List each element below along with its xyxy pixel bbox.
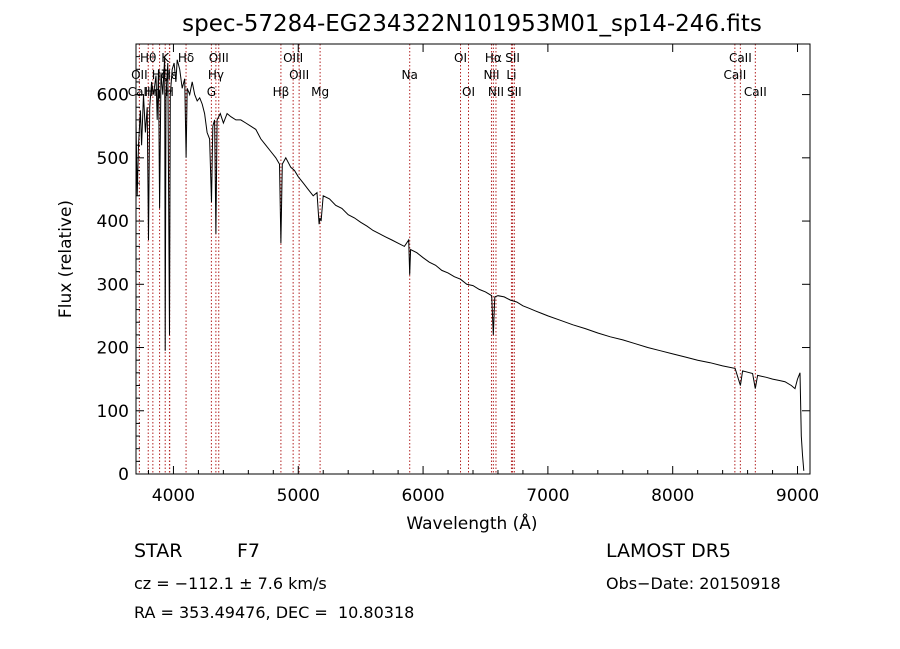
line-marker-label: OIII bbox=[289, 68, 309, 82]
line-marker-label: G bbox=[207, 85, 216, 99]
line-marker-label: Hγ bbox=[208, 68, 224, 82]
line-marker-label: H bbox=[165, 85, 174, 99]
x-tick-label: 7000 bbox=[526, 486, 569, 506]
survey-name: LAMOST DR5 bbox=[606, 540, 731, 562]
coordinates: RA = 353.49476, DEC = 10.80318 bbox=[134, 603, 415, 622]
line-marker-label: CaII bbox=[729, 51, 752, 65]
line-marker-label: K bbox=[161, 51, 170, 65]
x-tick-label: 9000 bbox=[776, 486, 819, 506]
line-marker-label: CaII bbox=[723, 68, 746, 82]
spectrum-line bbox=[135, 56, 805, 471]
line-marker-label: SII bbox=[505, 51, 520, 65]
line-marker-label: NII bbox=[483, 68, 499, 82]
x-tick-label: 5000 bbox=[277, 486, 320, 506]
emission-line-markers bbox=[138, 44, 756, 474]
redshift-velocity: cz = −112.1 ± 7.6 km/s bbox=[134, 574, 327, 593]
x-axis-label: Wavelength (Å) bbox=[406, 512, 537, 534]
line-marker-label: CaII bbox=[128, 85, 151, 99]
line-marker-label: OI bbox=[454, 51, 467, 65]
x-tick-label: 6000 bbox=[401, 486, 444, 506]
y-axis-label: Flux (relative) bbox=[56, 200, 76, 318]
line-marker-label: Mg bbox=[311, 85, 329, 99]
y-tick-label: 300 bbox=[97, 275, 129, 295]
object-subclass: F7 bbox=[237, 540, 261, 562]
x-tick-label: 8000 bbox=[651, 486, 694, 506]
y-tick-label: 0 bbox=[118, 465, 129, 485]
x-tick-label: 4000 bbox=[152, 486, 195, 506]
line-marker-label: Na bbox=[402, 68, 418, 82]
y-tick-label: 500 bbox=[97, 149, 129, 169]
y-tick-label: 400 bbox=[97, 212, 129, 232]
line-marker-label: Hθ bbox=[140, 51, 156, 65]
y-tick-label: 100 bbox=[97, 402, 129, 422]
line-marker-label: NII bbox=[488, 85, 504, 99]
observation-date: Obs−Date: 20150918 bbox=[606, 574, 781, 593]
line-marker-label: OIII bbox=[209, 51, 229, 65]
line-marker-label: Li bbox=[506, 68, 516, 82]
line-marker-label: SII bbox=[507, 85, 522, 99]
line-marker-label: OI bbox=[462, 85, 475, 99]
line-marker-label: Hδ bbox=[178, 51, 194, 65]
object-class: STAR bbox=[134, 540, 183, 562]
line-marker-label: Hβ bbox=[273, 85, 290, 99]
y-axis: 0 100 200 300 400 500 600 bbox=[97, 56, 810, 485]
line-marker-label: OIII bbox=[283, 51, 303, 65]
line-marker-label: Hε bbox=[162, 68, 178, 82]
line-marker-label: Hα bbox=[485, 51, 502, 65]
y-tick-label: 200 bbox=[97, 339, 129, 359]
chart-title: spec-57284-EG234322N101953M01_sp14-246.f… bbox=[182, 11, 762, 37]
x-axis: 4000 5000 6000 7000 8000 9000 bbox=[147, 44, 819, 506]
y-tick-label: 600 bbox=[97, 86, 129, 106]
line-marker-label: CaII bbox=[744, 85, 767, 99]
plot-frame bbox=[135, 43, 811, 475]
line-marker-label: OII bbox=[131, 68, 148, 82]
